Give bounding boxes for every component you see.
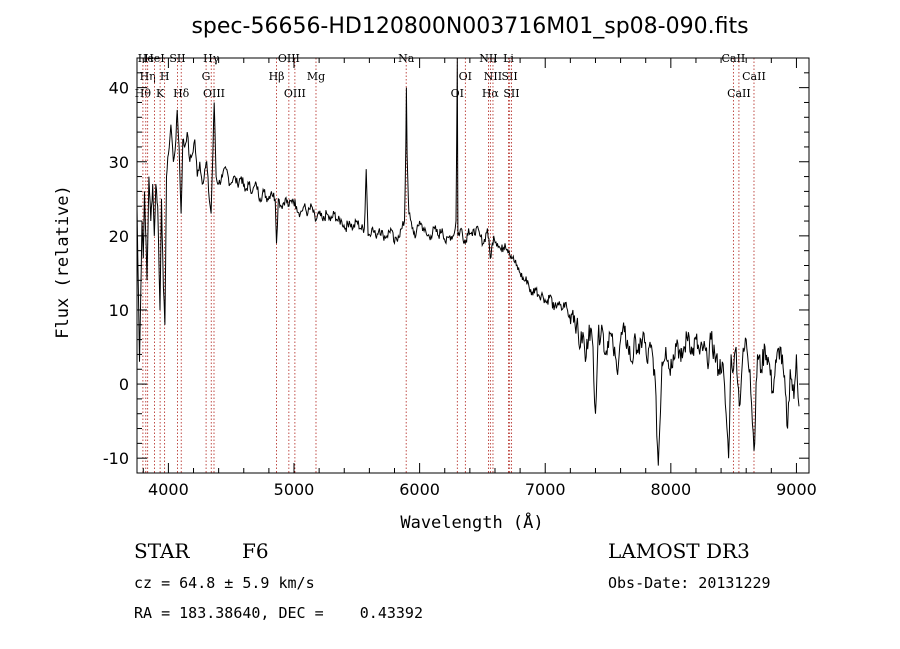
y-tick-label: 20: [109, 227, 129, 246]
line-marker-label: SII: [502, 70, 518, 83]
line-marker-label: NII: [484, 70, 502, 83]
line-marker-label: Hα: [482, 87, 500, 100]
x-tick-label: 5000: [274, 480, 315, 499]
line-marker-label: CaII: [742, 70, 766, 83]
line-marker-label: OI: [459, 70, 472, 83]
y-tick-label: -10: [103, 449, 129, 468]
x-axis: 4000 5000 6000 7000 8000 9000: [142, 58, 817, 499]
line-marker-label: H: [160, 70, 170, 83]
line-marker-label: K: [156, 87, 165, 100]
line-marker-label: OIII: [203, 87, 225, 100]
y-tick-label: 30: [109, 153, 129, 172]
chart-title: spec-56656-HD120800N003716M01_sp08-090.f…: [191, 14, 748, 39]
x-tick-label: 6000: [399, 480, 440, 499]
line-marker-label: CaII: [727, 87, 751, 100]
x-tick-label: 9000: [776, 480, 817, 499]
spectrum-line: [136, 57, 800, 466]
line-marker-label: Mg: [307, 70, 325, 83]
y-axis: -10 0 10 20 30 40: [103, 57, 809, 468]
y-tick-label: 10: [109, 301, 129, 320]
line-marker-label: Hθ: [135, 87, 152, 100]
spectrum-series: [136, 57, 800, 466]
coordinates-readout: RA = 183.38640, DEC = 0.43392: [134, 604, 423, 622]
line-marker-label: Hβ: [269, 70, 285, 83]
y-tick-label: 40: [109, 79, 129, 98]
line-marker-label: Hη: [140, 70, 156, 83]
x-tick-label: 7000: [525, 480, 566, 499]
line-marker-label: Hδ: [173, 87, 190, 100]
line-marker-label: OIII: [284, 87, 306, 100]
plot-frame: [136, 57, 810, 474]
y-axis-label: Flux (relative): [53, 185, 73, 339]
line-marker-label: G: [202, 70, 211, 83]
x-axis-label: Wavelength (Å): [400, 511, 543, 533]
x-tick-label: 4000: [148, 480, 189, 499]
x-tick-label: 8000: [650, 480, 691, 499]
object-subclass: F6: [242, 539, 269, 563]
line-markers: HθHeHηHeIKHSIIHδGHγOIIIHβOIIIOIIIMgNaOIO…: [135, 52, 766, 473]
survey-name: LAMOST DR3: [608, 539, 750, 563]
y-tick-label: 0: [119, 375, 129, 394]
object-class: STAR: [134, 539, 190, 563]
redshift-readout: cz = 64.8 ± 5.9 km/s: [134, 574, 315, 592]
observation-date: Obs-Date: 20131229: [608, 574, 771, 592]
line-marker-label: SII: [503, 87, 519, 100]
